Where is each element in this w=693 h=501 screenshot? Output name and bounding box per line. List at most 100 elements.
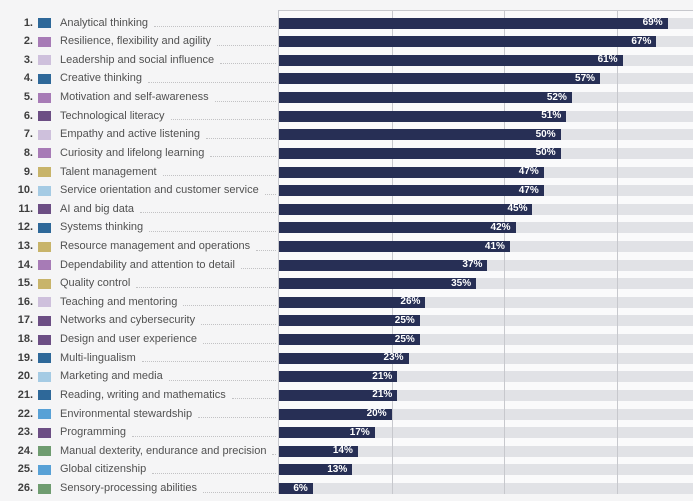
value-bar: 45% — [279, 203, 533, 215]
leader-dots — [147, 75, 276, 83]
bar-track: 57% — [279, 73, 693, 85]
value-label: 25% — [394, 333, 415, 345]
bar-track: 20% — [279, 408, 693, 420]
value-label: 37% — [462, 259, 483, 271]
leader-dots — [256, 243, 276, 251]
chart-row: 16. Teaching and mentoring 26% — [0, 295, 693, 308]
skill-label: Teaching and mentoring — [60, 295, 178, 308]
chart-row: 25. Global citizenship 13% — [0, 464, 693, 476]
row-label-group: 21. Reading, writing and mathematics — [0, 388, 279, 401]
row-label-group: 13. Resource management and operations — [0, 241, 279, 252]
leader-dots — [154, 19, 276, 28]
leader-dots — [264, 187, 276, 195]
value-label: 25% — [394, 314, 415, 326]
rank-label: 13. — [17, 240, 33, 252]
leader-dots — [201, 317, 276, 325]
rank-label: 8. — [23, 146, 33, 159]
rank-label: 3. — [23, 53, 33, 66]
skill-label: Quality control — [60, 277, 131, 290]
row-label-group: 7. Empathy and active listening — [0, 129, 279, 140]
category-swatch-icon — [38, 55, 51, 66]
category-swatch-icon — [38, 464, 51, 475]
value-label: 21% — [372, 389, 393, 401]
leader-dots — [132, 429, 276, 437]
skill-label: Creative thinking — [60, 72, 142, 85]
rank-label: 22. — [17, 407, 33, 420]
row-label-group: 11. AI and big data — [0, 203, 279, 215]
rank-label: 2. — [23, 35, 33, 48]
bar-track: 47% — [279, 185, 693, 197]
bar-track: 37% — [279, 259, 693, 271]
leader-dots — [136, 280, 276, 288]
category-swatch-icon — [38, 222, 51, 233]
bar-track: 50% — [279, 147, 693, 159]
chart-row: 10. Service orientation and customer ser… — [0, 185, 693, 197]
chart-row: 23. Programming 17% — [0, 426, 693, 439]
leader-dots — [202, 485, 276, 493]
chart-row: 6. Technological literacy 51% — [0, 110, 693, 122]
bar-track: 67% — [279, 36, 693, 48]
category-swatch-icon — [38, 148, 51, 159]
value-bar: 52% — [279, 92, 572, 104]
bar-track: 25% — [279, 333, 693, 346]
skill-label: Leadership and social influence — [60, 53, 215, 66]
row-label-group: 26. Sensory-processing abilities — [0, 483, 279, 494]
rank-label: 21. — [17, 388, 33, 401]
row-label-group: 3. Leadership and social influence — [0, 53, 279, 66]
skill-label: Talent management — [60, 165, 157, 178]
rank-label: 16. — [17, 295, 33, 308]
category-swatch-icon — [38, 129, 51, 140]
rank-label: 12. — [17, 221, 33, 234]
bar-track: 69% — [279, 17, 693, 29]
skill-label: Programming — [60, 426, 127, 439]
chart-row: 20. Marketing and media 21% — [0, 371, 693, 383]
category-swatch-icon — [38, 18, 51, 29]
value-label: 17% — [349, 426, 370, 438]
rank-label: 1. — [23, 16, 33, 29]
bar-track: 45% — [279, 203, 693, 215]
leader-dots — [168, 373, 276, 381]
leader-dots — [149, 224, 276, 232]
chart-row: 15. Quality control 35% — [0, 277, 693, 290]
row-label-group: 22. Environmental stewardship — [0, 407, 279, 420]
chart-row: 3. Leadership and social influence 61% — [0, 53, 693, 66]
bar-track: 41% — [279, 241, 693, 252]
value-bar: 37% — [279, 259, 488, 271]
leader-dots — [202, 336, 276, 344]
category-swatch-icon — [38, 36, 51, 47]
bar-track: 52% — [279, 92, 693, 104]
skill-label: Dependability and attention to detail — [60, 258, 235, 271]
chart-row: 18. Design and user experience 25% — [0, 333, 693, 346]
value-bar: 41% — [279, 241, 510, 252]
rank-label: 19. — [17, 351, 33, 364]
skill-label: Sensory-processing abilities — [60, 482, 197, 494]
chart-row: 24. Manual dexterity, endurance and prec… — [0, 444, 693, 457]
row-label-group: 17. Networks and cybersecurity — [0, 315, 279, 326]
row-label-group: 10. Service orientation and customer ser… — [0, 185, 279, 196]
chart-row: 1. Analytical thinking 69% — [0, 16, 693, 29]
leader-dots — [206, 131, 276, 139]
row-label-group: 19. Multi-lingualism — [0, 351, 279, 364]
category-swatch-icon — [38, 204, 51, 215]
chart-row: 13. Resource management and operations 4… — [0, 241, 693, 252]
bar-track: 25% — [279, 314, 693, 327]
value-label: 23% — [383, 352, 404, 364]
skill-label: Resilience, flexibility and agility — [60, 35, 212, 48]
rank-label: 15. — [17, 277, 33, 290]
bar-track: 13% — [279, 464, 693, 476]
leader-dots — [198, 410, 276, 419]
category-swatch-icon — [38, 353, 51, 364]
category-swatch-icon — [38, 483, 51, 494]
chart-row: 19. Multi-lingualism 23% — [0, 351, 693, 364]
leader-dots — [141, 354, 276, 363]
category-swatch-icon — [38, 390, 51, 401]
value-bar: 13% — [279, 464, 353, 476]
bar-track: 47% — [279, 166, 693, 178]
value-bar: 23% — [279, 352, 409, 364]
chart-row: 22. Environmental stewardship 20% — [0, 407, 693, 420]
chart-row: 14. Dependability and attention to detai… — [0, 258, 693, 271]
skill-label: Analytical thinking — [60, 16, 149, 29]
skill-label: Manual dexterity, endurance and precisio… — [60, 444, 267, 457]
value-label: 47% — [518, 166, 539, 178]
value-label: 69% — [642, 17, 663, 29]
